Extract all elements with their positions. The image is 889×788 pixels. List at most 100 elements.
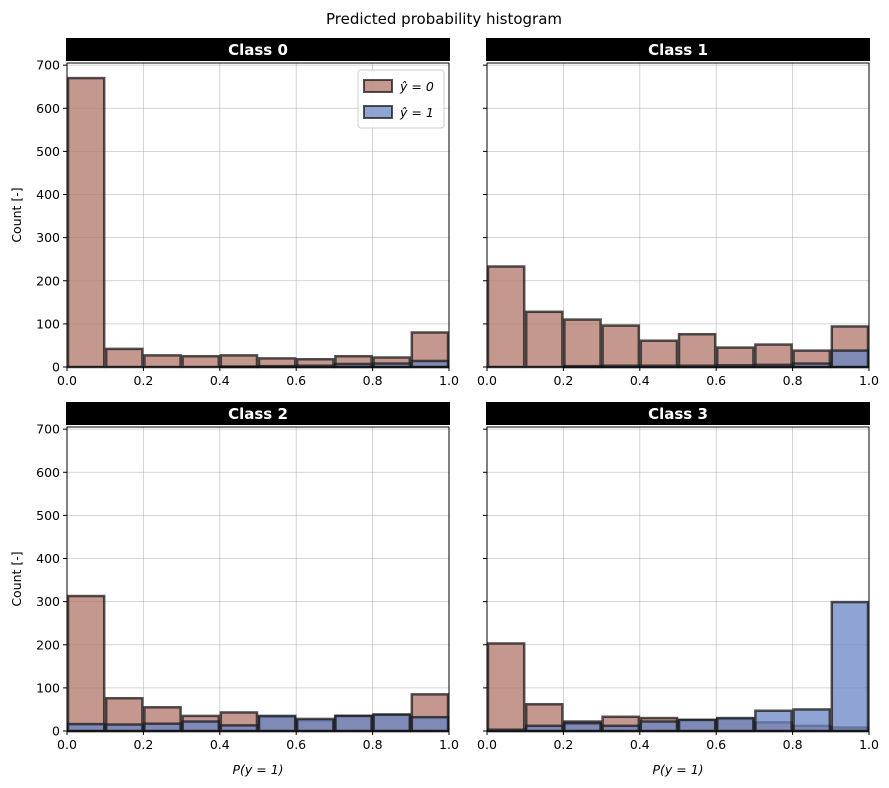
bar-yhat1 bbox=[372, 362, 412, 369]
x-tick-label: 0.2 bbox=[133, 373, 153, 388]
bar-yhat1 bbox=[181, 720, 221, 733]
bar-yhat1 bbox=[334, 714, 373, 733]
bar-yhat1 bbox=[410, 715, 450, 733]
panel-title: Class 2 bbox=[228, 405, 288, 423]
bar-yhat0 bbox=[639, 339, 679, 369]
bar-yhat1 bbox=[830, 600, 870, 733]
y-tick-label: 100 bbox=[36, 680, 60, 695]
panel-title: Class 1 bbox=[648, 41, 708, 59]
bar-yhat0 bbox=[486, 265, 526, 369]
panel-2: Class 2 0.0 0.2 0.4 0.6 0.8 1.0 0 100 200 300 400 50… bbox=[9, 402, 459, 777]
x-tick-label: 0.6 bbox=[286, 373, 306, 388]
x-tick-label: 1.0 bbox=[439, 373, 459, 388]
y-tick-label: 400 bbox=[36, 551, 60, 566]
x-tick-label: 0.4 bbox=[210, 373, 230, 388]
x-tick-label: 0.8 bbox=[363, 737, 383, 752]
panel-3: Class 3 0.0 0.2 0.4 0.6 0.8 1.0 P(y = 1) bbox=[477, 402, 879, 777]
legend-swatch bbox=[363, 105, 393, 119]
x-tick-label: 0.0 bbox=[57, 373, 77, 388]
panel-1: Class 1 0.0 0.2 0.4 0.6 0.8 1.0 bbox=[477, 38, 879, 388]
x-tick-label: 0.6 bbox=[706, 737, 726, 752]
x-tick-label: 1.0 bbox=[859, 737, 879, 752]
bar-yhat0 bbox=[66, 76, 106, 369]
y-tick-label: 0 bbox=[52, 360, 60, 375]
y-axis-label: Count [-] bbox=[9, 187, 24, 242]
bar-yhat1 bbox=[524, 724, 564, 733]
bar-yhat1 bbox=[830, 349, 870, 369]
bar-yhat1 bbox=[754, 709, 793, 733]
y-tick-label: 500 bbox=[36, 144, 60, 159]
y-tick-label: 0 bbox=[52, 724, 60, 739]
panel-title-bar bbox=[486, 38, 870, 61]
legend-label: ŷ = 0 bbox=[399, 79, 434, 94]
bar-yhat1 bbox=[677, 718, 717, 733]
x-tick-label: 0.0 bbox=[57, 737, 77, 752]
x-tick-label: 0.0 bbox=[477, 737, 497, 752]
x-tick-label: 1.0 bbox=[439, 737, 459, 752]
x-tick-label: 0.8 bbox=[783, 737, 803, 752]
bar-yhat0 bbox=[601, 324, 641, 369]
bar-yhat1 bbox=[372, 713, 412, 733]
bar-yhat1 bbox=[601, 724, 641, 733]
y-tick-label: 100 bbox=[36, 316, 60, 331]
x-tick-label: 0.2 bbox=[553, 737, 573, 752]
y-tick-label: 200 bbox=[36, 273, 60, 288]
bar-yhat1 bbox=[639, 720, 679, 733]
bar-yhat0 bbox=[104, 347, 144, 369]
panel-0: Class 0 0.0 0.2 0.4 0.6 0.8 1.0 0 100 200 300 400 50… bbox=[9, 38, 459, 388]
legend-swatch bbox=[363, 79, 393, 93]
bar-yhat1 bbox=[792, 708, 832, 733]
bar-yhat1 bbox=[792, 362, 832, 369]
bar-yhat0 bbox=[486, 642, 526, 733]
bar-yhat1 bbox=[715, 716, 755, 733]
y-tick-label: 400 bbox=[36, 187, 60, 202]
bar-yhat0 bbox=[66, 594, 106, 733]
axes-frame bbox=[486, 62, 870, 368]
y-tick-label: 600 bbox=[36, 465, 60, 480]
axes-frame bbox=[66, 426, 450, 732]
bar-yhat0 bbox=[524, 310, 564, 369]
y-tick-label: 700 bbox=[36, 58, 60, 73]
bar-yhat1 bbox=[219, 724, 259, 733]
bar-yhat0 bbox=[143, 354, 182, 369]
panel-title-bar bbox=[66, 402, 450, 425]
bar-yhat0 bbox=[563, 318, 602, 369]
axes-frame bbox=[66, 62, 450, 368]
x-tick-label: 1.0 bbox=[859, 373, 879, 388]
bar-yhat1 bbox=[257, 714, 297, 733]
y-axis-label: Count [-] bbox=[9, 551, 24, 606]
x-axis-label: P(y = 1) bbox=[232, 762, 283, 777]
bar-yhat0 bbox=[181, 354, 221, 369]
y-tick-label: 500 bbox=[36, 508, 60, 523]
panel-title-bar bbox=[66, 38, 450, 61]
x-tick-label: 0.4 bbox=[630, 373, 650, 388]
x-tick-label: 0.0 bbox=[477, 373, 497, 388]
panel-title-bar bbox=[486, 402, 870, 425]
y-tick-label: 300 bbox=[36, 594, 60, 609]
x-tick-label: 0.2 bbox=[133, 737, 153, 752]
x-tick-label: 0.8 bbox=[363, 373, 383, 388]
y-tick-label: 300 bbox=[36, 230, 60, 245]
bar-yhat1 bbox=[410, 359, 450, 369]
bar-yhat1 bbox=[104, 723, 144, 733]
axes-frame bbox=[486, 426, 870, 732]
bar-yhat1 bbox=[295, 717, 335, 733]
bar-yhat1 bbox=[143, 722, 182, 733]
y-tick-label: 600 bbox=[36, 101, 60, 116]
panels: Class 0 0.0 0.2 0.4 0.6 0.8 1.0 0 100 200 300 400 50… bbox=[9, 38, 879, 777]
figure-title: Predicted probability histogram bbox=[326, 10, 562, 28]
y-tick-label: 700 bbox=[36, 422, 60, 437]
x-tick-label: 0.4 bbox=[630, 737, 650, 752]
legend-label: ŷ = 1 bbox=[399, 105, 434, 120]
bar-yhat1 bbox=[66, 722, 106, 733]
panel-title: Class 3 bbox=[648, 405, 708, 423]
x-axis-label: P(y = 1) bbox=[652, 762, 703, 777]
y-tick-label: 200 bbox=[36, 637, 60, 652]
bar-yhat0 bbox=[677, 332, 717, 369]
x-tick-label: 0.4 bbox=[210, 737, 230, 752]
bar-yhat0 bbox=[219, 354, 259, 369]
x-tick-label: 0.2 bbox=[553, 373, 573, 388]
x-tick-label: 0.8 bbox=[783, 373, 803, 388]
x-tick-label: 0.6 bbox=[706, 373, 726, 388]
